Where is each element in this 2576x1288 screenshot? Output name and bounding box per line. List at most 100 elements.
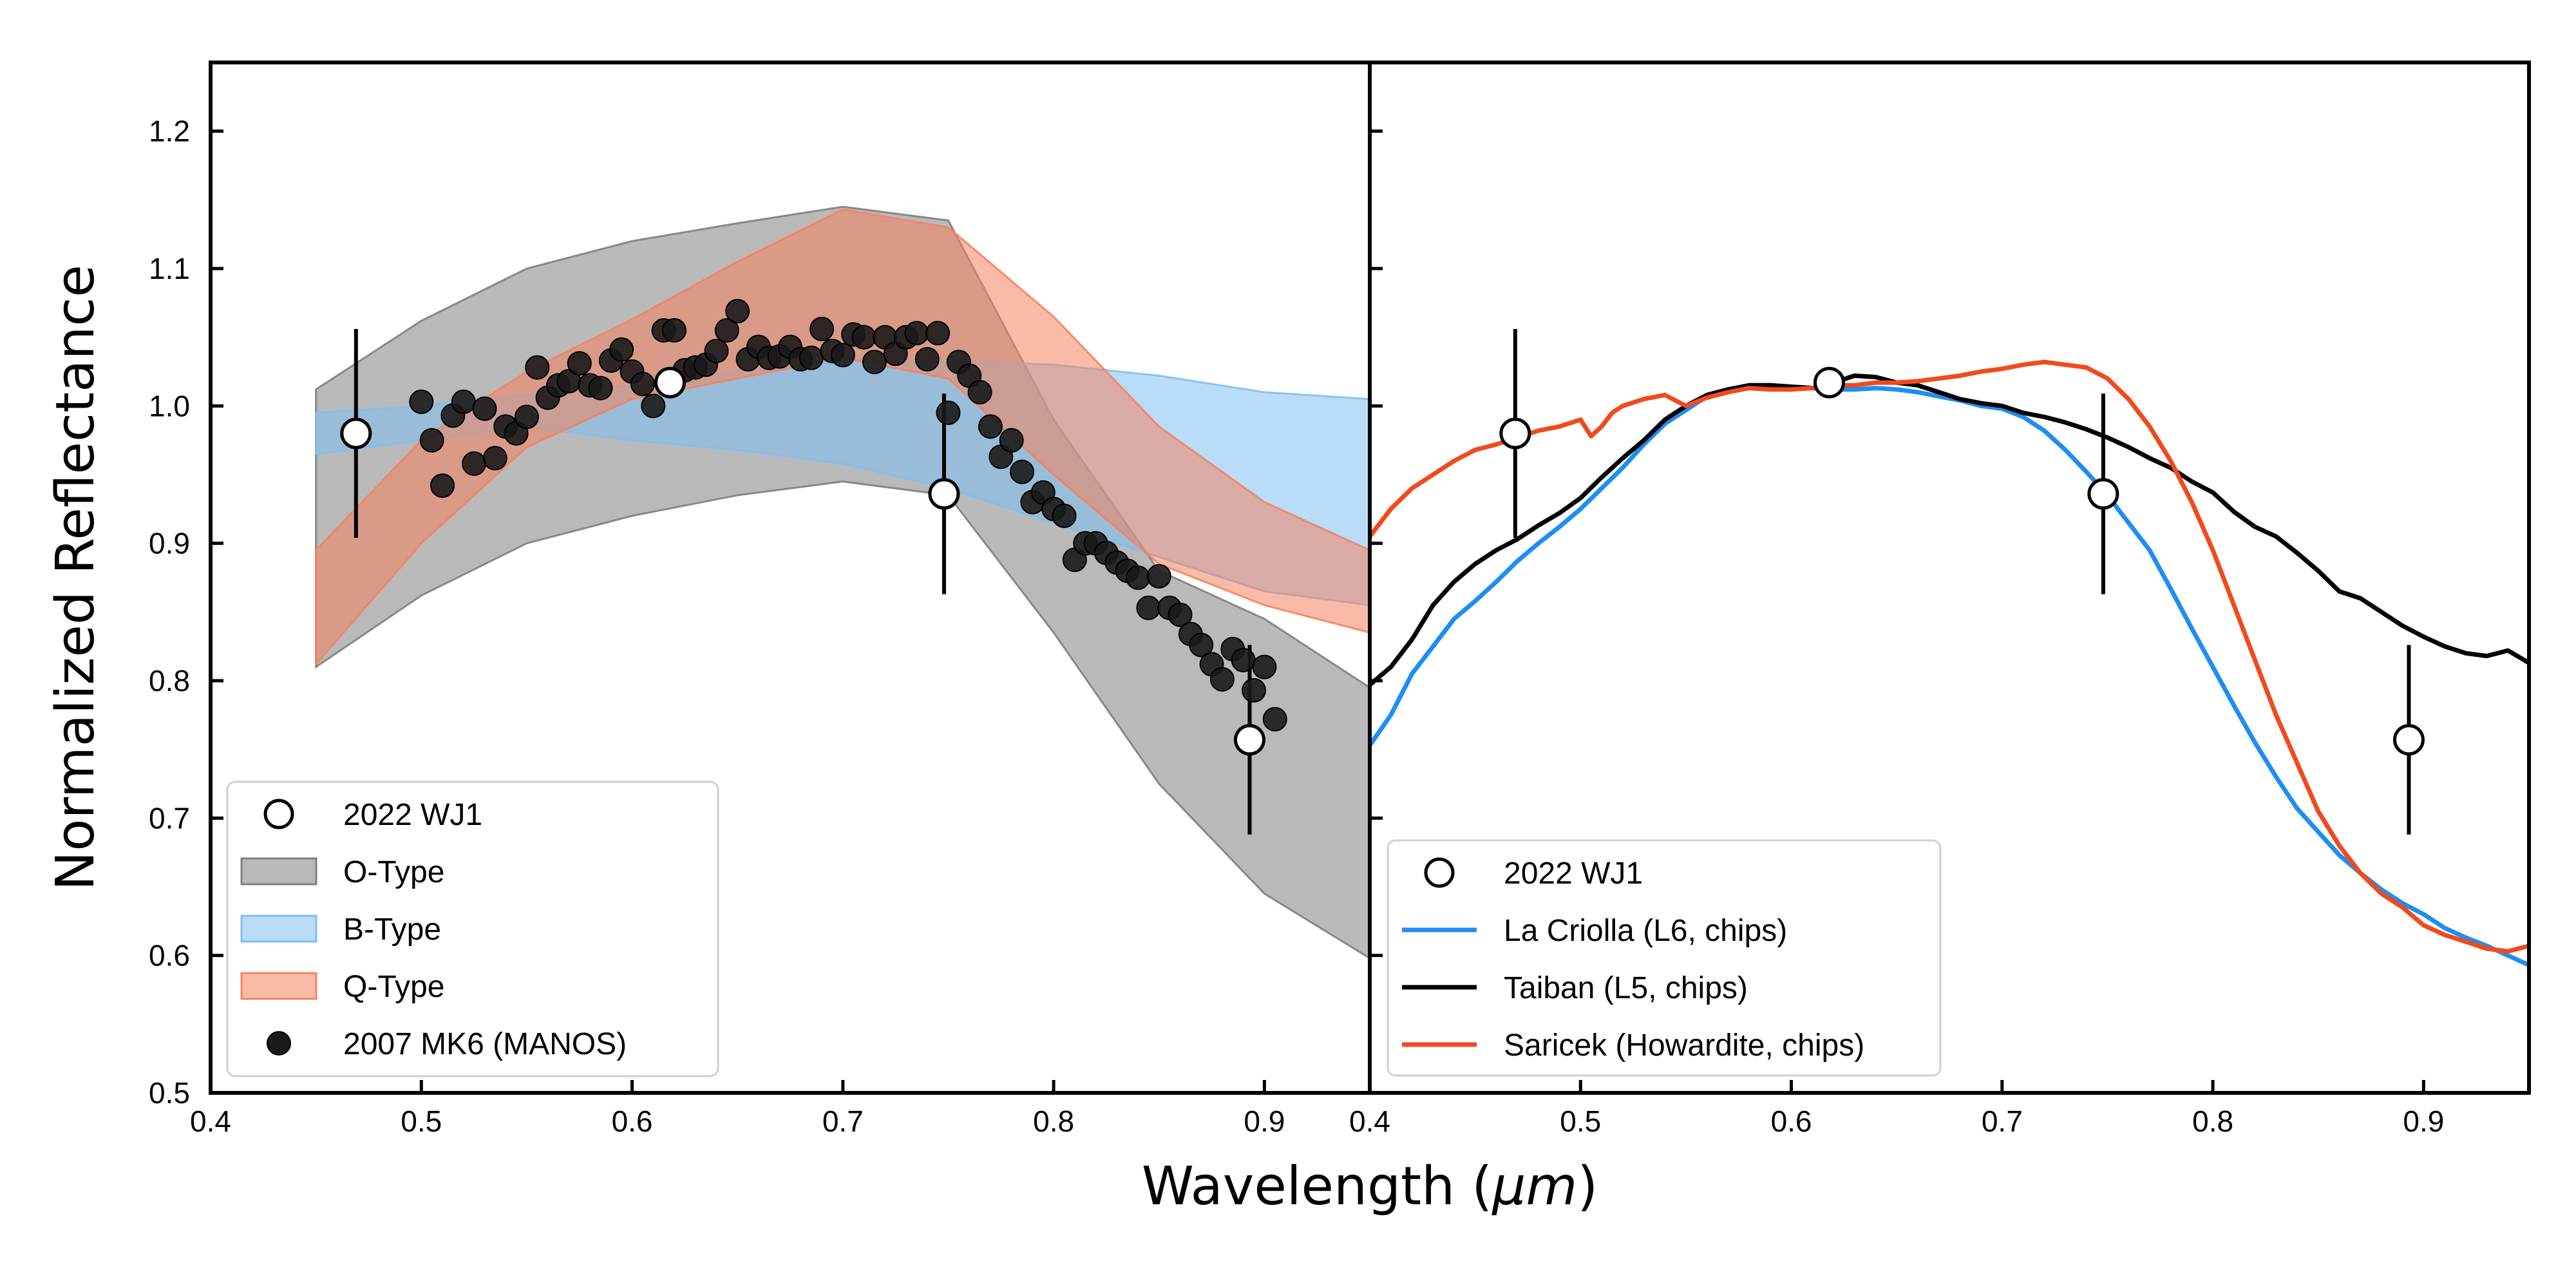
y-tick-label: 1.0: [149, 389, 190, 422]
legend-band-swatch: [240, 857, 317, 886]
x-tick-label: 0.6: [1771, 1104, 1812, 1138]
legend-label: Q-Type: [343, 970, 444, 1004]
legend-open-circle-marker: [263, 799, 294, 829]
legend-label: 2022 WJ1: [1504, 857, 1643, 891]
mk6-point: [725, 299, 750, 324]
mk6-point: [662, 318, 687, 343]
wj1-point: [340, 417, 372, 450]
wj1-point: [1499, 417, 1531, 450]
right-points: [1499, 366, 2425, 756]
left-legend: 2022 WJ1 O-Type B-Type Q-Type 2007 MK6 (MANO…: [226, 781, 719, 1077]
mk6-point: [925, 321, 951, 346]
wj1-point: [654, 366, 686, 399]
mk6-point: [1146, 564, 1171, 589]
mk6-point: [609, 337, 634, 362]
wj1-point: [1813, 366, 1845, 399]
mk6-point: [1252, 654, 1277, 679]
mk6-point: [514, 404, 539, 430]
wj1-point: [1233, 724, 1265, 756]
mk6-point: [810, 316, 835, 341]
x-tick-label: 0.4: [1349, 1104, 1390, 1138]
legend-label: 2022 WJ1: [343, 798, 482, 832]
mk6-point: [999, 428, 1024, 453]
mk6-point: [409, 389, 434, 414]
x-tick-label: 0.9: [2403, 1104, 2444, 1138]
x-tick-label: 0.7: [1982, 1104, 2023, 1138]
mk6-point: [904, 321, 929, 346]
y-tick-label: 0.6: [149, 939, 190, 972]
y-tick-label: 0.9: [149, 527, 190, 560]
mk6-point: [567, 351, 592, 376]
legend-band-swatch: [240, 972, 317, 1000]
left-legend-box: [226, 781, 719, 1077]
mk6-point: [914, 346, 940, 372]
legend-label: O-Type: [343, 855, 444, 889]
wj1-point: [2392, 724, 2425, 756]
right-legend-box: [1387, 839, 1942, 1077]
legend-open-circle-marker: [1424, 857, 1455, 888]
legend-label: Saricek (Howardite, chips): [1504, 1028, 1864, 1063]
mk6-point: [1189, 632, 1214, 658]
y-tick-label: 1.1: [149, 252, 190, 285]
x-tick-label: 0.8: [1033, 1104, 1074, 1138]
saricek-line: [1368, 359, 2530, 954]
mk6-point: [1010, 459, 1034, 484]
x-tick-label: 0.8: [2192, 1104, 2233, 1138]
left-x-axis: 0.4 0.5 0.6 0.7 0.8 0.9: [190, 1080, 1285, 1138]
mk6-point: [1136, 595, 1161, 620]
legend-label: 2007 MK6 (MANOS): [343, 1027, 627, 1061]
mk6-point: [704, 339, 729, 363]
legend-band-swatch: [240, 914, 317, 943]
left-panel: 0.4 0.5 0.6 0.7 0.8 0.9 0.5 0.6 0.7 0.8 0.9 1.0 1.1…: [149, 61, 1372, 1138]
mk6-point: [851, 325, 876, 350]
legend-label: B-Type: [343, 913, 441, 947]
x-tick-label: 0.9: [1244, 1104, 1285, 1138]
mk6-point: [1242, 677, 1266, 703]
x-axis-title-suffix: ): [1577, 1156, 1598, 1217]
y-tick-label: 0.7: [149, 801, 190, 835]
mk6-point: [862, 350, 887, 375]
x-axis-title-prefix: Wavelength (: [1142, 1156, 1493, 1217]
mk6-point: [472, 396, 497, 421]
x-tick-label: 0.7: [822, 1104, 864, 1138]
right-legend: 2022 WJ1 La Criolla (L6, chips) Taiban (L5…: [1387, 839, 1942, 1077]
mk6-point: [830, 343, 855, 368]
x-axis-title-unit: μm: [1491, 1156, 1577, 1217]
wj1-point: [928, 478, 960, 510]
mk6-point: [1262, 706, 1287, 732]
legend-label: La Criolla (L6, chips): [1504, 914, 1787, 948]
x-tick-label: 0.4: [190, 1104, 231, 1138]
right-panel: 0.4 0.5 0.6 0.7 0.8 0.9 2022 WJ1 La Criolla (L…: [1349, 61, 2531, 1138]
x-tick-label: 0.5: [1560, 1104, 1601, 1138]
mk6-point: [588, 375, 613, 401]
right-plot-frame: [1368, 61, 2531, 1095]
mk6-point: [462, 451, 487, 476]
mk6-point: [967, 380, 992, 404]
x-tick-label: 0.6: [612, 1104, 653, 1138]
right-lines: [1368, 359, 2530, 967]
mk6-point: [936, 401, 961, 425]
mk6-point: [451, 389, 476, 414]
mk6-point: [430, 473, 455, 498]
mk6-point: [482, 446, 507, 471]
mk6-point: [630, 372, 655, 397]
la-criolla-line: [1368, 383, 2530, 967]
y-tick-label: 1.2: [149, 115, 190, 148]
left-y-axis: 0.5 0.6 0.7 0.8 0.9 1.0 1.1 1.2: [149, 115, 223, 1110]
mk6-point: [714, 318, 739, 343]
legend-filled-circle-marker: [267, 1031, 291, 1056]
mk6-point: [978, 414, 1003, 439]
right-x-axis: 0.4 0.5 0.6 0.7 0.8 0.9: [1349, 1080, 2444, 1138]
mk6-point: [1209, 667, 1235, 692]
mk6-point: [1052, 504, 1077, 528]
legend-label: Taiban (L5, chips): [1504, 971, 1748, 1005]
mk6-point: [525, 355, 550, 380]
x-tick-label: 0.5: [401, 1104, 442, 1138]
right-y-axis: [1370, 129, 1383, 1095]
left-points: [340, 299, 1287, 756]
mk6-point: [1168, 602, 1193, 627]
mk6-point: [419, 428, 444, 453]
mk6-point: [799, 345, 824, 370]
y-tick-label: 0.5: [149, 1076, 190, 1110]
